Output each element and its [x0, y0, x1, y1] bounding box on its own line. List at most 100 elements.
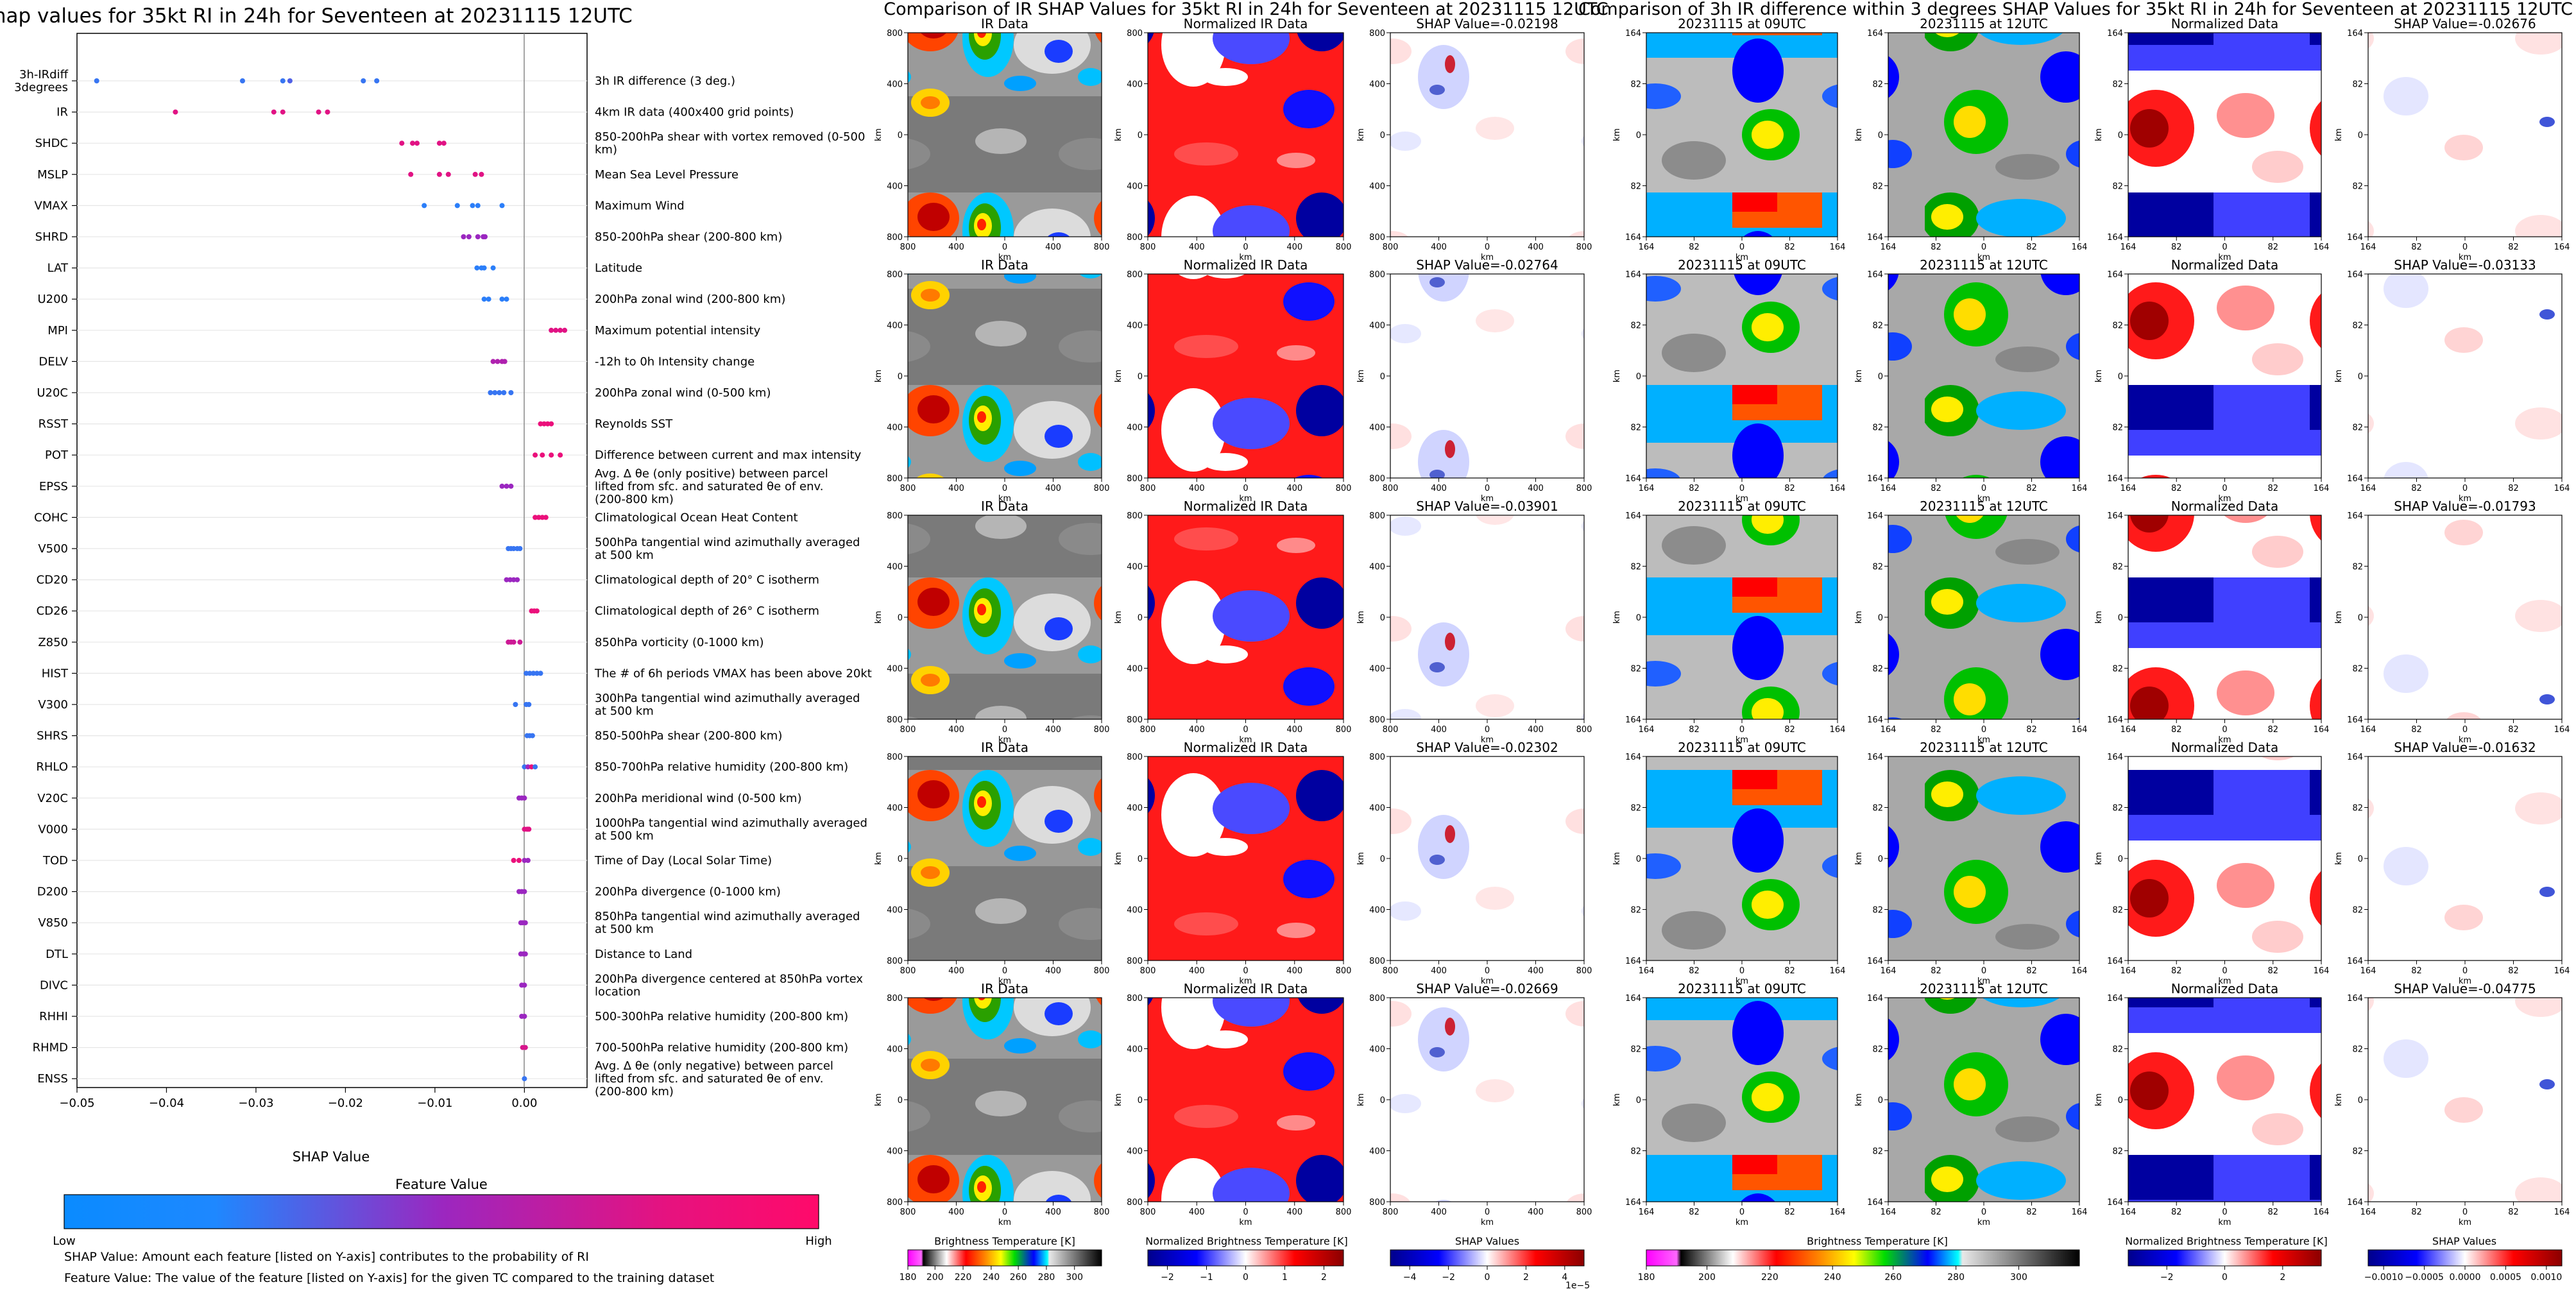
ir-x-tick-label: 800 — [1383, 725, 1399, 735]
ir-x-axis-label: km — [998, 494, 1011, 504]
diff-col-title: 20231115 at 12UTC — [1920, 16, 2048, 31]
diff-x-tick-label: 0 — [2222, 725, 2227, 735]
diff-y-tick-label: 82 — [1872, 563, 1883, 572]
diff-col-title: Normalized Data — [2171, 16, 2279, 31]
shap-point — [545, 421, 550, 427]
ir-y-tick-label: 0 — [1380, 855, 1385, 864]
diff-y-tick-label: 0 — [1636, 855, 1641, 864]
diff-y-tick-label: 0 — [1878, 372, 1883, 382]
shap-feature-description: 850-200hPa shear with vortex removed (0-… — [595, 130, 865, 157]
diff-x-tick-label: 0 — [1981, 725, 1986, 735]
diff-panel-image — [2367, 32, 2563, 237]
diff-x-tick-label: 164 — [2314, 1208, 2330, 1217]
colorbar-tick-label: −0.0005 — [2405, 1272, 2444, 1283]
colorbar-tick-label: 260 — [1010, 1272, 1027, 1283]
colorbar-tick-label: 220 — [1761, 1272, 1778, 1283]
diff-x-tick-label: 82 — [2267, 725, 2278, 735]
ir-x-tick-label: 400 — [1189, 484, 1205, 493]
shap-point — [492, 390, 498, 395]
ir-x-tick-label: 800 — [1094, 725, 1110, 735]
diff-x-tick-label: 164 — [2554, 1208, 2570, 1217]
diff-y-tick-label: 82 — [1630, 321, 1641, 331]
diff-x-axis-label: km — [2459, 1218, 2471, 1227]
shap-point — [558, 327, 563, 333]
ir-y-tick-label: 800 — [1369, 233, 1385, 243]
ir-y-axis-label: km — [874, 852, 883, 865]
diff-cbar1 — [1646, 1249, 2080, 1267]
diff-y-tick-label: 82 — [2112, 665, 2123, 674]
ir-col-title: Normalized IR Data — [1184, 499, 1308, 514]
shap-point — [526, 702, 532, 707]
diff-y-tick-label: 164 — [1625, 994, 1641, 1003]
ir-y-tick-label: 400 — [1369, 1045, 1385, 1055]
shap-feature-code: V850 — [38, 916, 68, 930]
ir-col-title: Normalized IR Data — [1184, 740, 1308, 755]
diff-x-tick-label: 82 — [2411, 725, 2422, 735]
shap-point — [534, 608, 540, 614]
diff-x-tick-label: 164 — [2120, 725, 2137, 735]
diff-x-tick-label: 82 — [2411, 484, 2422, 493]
shap-point — [436, 171, 442, 177]
shap-point — [271, 109, 277, 115]
diff-y-tick-label: 164 — [1625, 233, 1641, 243]
colorbar-tick-label: 200 — [1698, 1272, 1716, 1283]
diff-x-tick-label: 82 — [2508, 966, 2519, 976]
colorbar-tick-label: 300 — [1066, 1272, 1083, 1283]
colorbar-tick-label: −2 — [1442, 1272, 1455, 1283]
diff-x-axis-label: km — [1977, 735, 1990, 745]
diff-y-tick-label: 82 — [2352, 1147, 2363, 1157]
colorbar-tick-label: 0 — [1485, 1272, 1490, 1283]
diff-y-tick-label: 164 — [2107, 233, 2123, 243]
ir-panel-image — [1147, 756, 1344, 961]
ir-x-tick-label: 800 — [1383, 243, 1399, 252]
shap-point — [558, 452, 563, 458]
diff-panel-image — [2128, 273, 2322, 479]
shap-point — [474, 265, 480, 271]
ir-x-tick-label: 800 — [1094, 966, 1110, 976]
ir-y-tick-label: 800 — [1369, 511, 1385, 521]
shap-feature-description: 500-300hPa relative humidity (200-800 km… — [595, 1010, 848, 1023]
diff-panel-image — [1888, 515, 2080, 720]
shap-feature-description: 3h IR difference (3 deg.) — [595, 74, 735, 88]
ir-x-tick-label: 400 — [1431, 1208, 1447, 1217]
diff-x-axis-label: km — [1736, 977, 1748, 986]
diff-y-tick-label: 0 — [1878, 131, 1883, 141]
diff-x-axis-label: km — [2459, 253, 2471, 262]
shap-point — [481, 265, 487, 271]
ir-col-title: IR Data — [981, 499, 1028, 514]
ir-cbar1-ticks: 180 200 220 240 260 280 300 — [900, 1266, 1083, 1283]
diff-y-tick-label: 0 — [1878, 613, 1883, 623]
shap-feature-description: Reynolds SST — [595, 418, 673, 431]
shap-point — [287, 78, 293, 83]
ir-y-tick-label: 400 — [1369, 423, 1385, 433]
shap-point — [410, 141, 415, 146]
diff-x-tick-label: 164 — [2120, 1208, 2137, 1217]
ir-col-title: IR Data — [981, 740, 1028, 755]
ir-y-tick-label: 800 — [887, 511, 903, 521]
ir-y-tick-label: 800 — [1369, 753, 1385, 762]
colorbar-tick-label: 0 — [1243, 1272, 1249, 1283]
diff-x-axis-label: km — [2459, 735, 2471, 745]
diff-x-tick-label: 82 — [1784, 725, 1795, 735]
ir-x-tick-label: 400 — [1286, 1208, 1302, 1217]
diff-x-tick-label: 164 — [2360, 966, 2376, 976]
feature-value-title: Feature Value — [395, 1177, 488, 1192]
ir-y-tick-label: 800 — [1127, 511, 1143, 521]
diff-x-tick-label: 164 — [2072, 966, 2088, 976]
ir-panel-image — [907, 515, 1102, 720]
ir-shap-title: SHAP Value=-0.02764 — [1416, 257, 1558, 273]
shap-feature-code: CD26 — [37, 604, 68, 618]
diff-x-tick-label: 82 — [2026, 484, 2037, 493]
ir-x-tick-label: 800 — [1383, 484, 1399, 493]
ir-y-tick-label: 800 — [1369, 715, 1385, 725]
footnote-feature-value: Feature Value: The value of the feature … — [64, 1271, 714, 1285]
ir-x-tick-label: 0 — [1002, 243, 1007, 252]
ir-y-tick-label: 0 — [1138, 372, 1143, 382]
diff-y-tick-label: 164 — [2107, 994, 2123, 1003]
shap-point — [479, 171, 484, 177]
ir-y-tick-label: 800 — [887, 753, 903, 762]
shap-point — [504, 483, 509, 489]
diff-x-tick-label: 82 — [2267, 1208, 2278, 1217]
ir-x-tick-label: 400 — [1286, 484, 1302, 493]
ir-y-tick-label: 800 — [887, 270, 903, 280]
